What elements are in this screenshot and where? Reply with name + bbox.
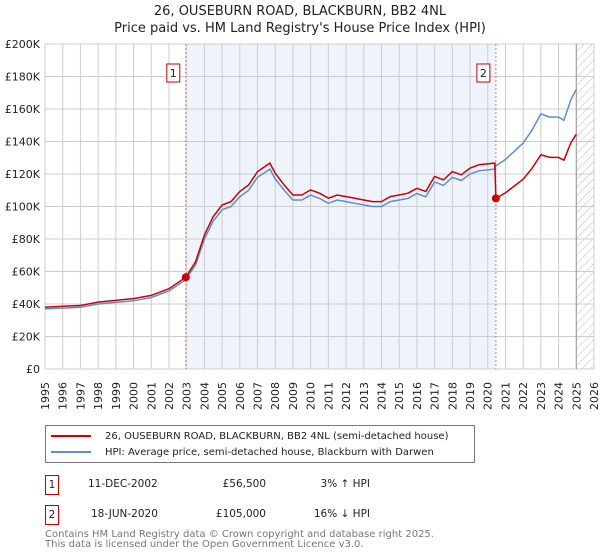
y-tick-label: £160K [5,103,41,116]
legend-swatch-hpi [51,451,91,453]
x-tick-label: 2000 [128,382,141,410]
x-tick-label: 2007 [252,382,265,410]
x-tick-label: 2003 [181,382,194,410]
y-tick-label: £40K [12,298,41,311]
legend-label-hpi: HPI: Average price, semi-detached house,… [105,446,434,458]
y-tick-label: £100K [5,201,41,214]
x-tick-label: 2012 [340,382,353,410]
transaction-badge: 2 [45,505,59,525]
x-tick-label: 2014 [375,382,388,410]
x-tick-label: 2015 [393,382,406,410]
x-tick-label: 2002 [163,382,176,410]
x-tick-label: 1997 [74,382,87,410]
sale-label-box [166,63,181,83]
x-tick-label: 2006 [234,382,247,410]
price-chart: 1995 1996 1997 1998 1999 2000 2001 2002 2003 2004… [5,38,600,410]
x-tick-label: 2020 [482,382,495,410]
x-tick-label: 1996 [57,382,70,410]
y-tick-label: £20K [12,331,41,344]
x-tick-label: 2026 [588,382,600,410]
legend-item-property: 26, OUSEBURN ROAD, BLACKBURN, BB2 4NL (s… [46,428,448,444]
y-tick-label: £120K [5,168,41,181]
x-tick-label: 1998 [92,382,105,410]
sale-point [491,194,500,203]
x-tick-label: 2010 [305,382,318,410]
x-tick-label: 1995 [39,382,52,410]
sale-label-box [476,63,491,83]
transaction-date: 18-JUN-2020 [91,508,158,520]
x-tick-label: 2013 [358,382,371,410]
x-tick-label: 2016 [411,382,424,410]
x-tick-label: 1999 [110,382,123,410]
y-tick-label: £140K [5,136,41,149]
x-tick-label: 2004 [198,382,211,410]
x-tick-label: 2025 [570,382,583,410]
transaction-hpi-diff: 16% ↓ HPI [313,508,370,520]
x-tick-label: 2008 [269,382,282,410]
x-tick-label: 2022 [517,382,530,410]
transaction-hpi-diff: 3% ↑ HPI [320,478,370,490]
x-tick-label: 2021 [499,382,512,410]
y-tick-label: £60K [12,266,41,279]
transaction-price: £105,000 [215,508,266,520]
chart-subtitle: Price paid vs. HM Land Registry's House … [114,21,486,36]
property-price-line [44,133,577,309]
sale-label: 1 [170,67,177,80]
legend-swatch-property [51,435,91,437]
legend-label-property: 26, OUSEBURN ROAD, BLACKBURN, BB2 4NL (s… [105,430,449,442]
y-tick-label: £180K [5,71,41,84]
chart-title: 26, OUSEBURN ROAD, BLACKBURN, BB2 4NL [153,4,447,19]
x-tick-label: 2011 [322,382,335,410]
transaction-price: £56,500 [222,478,266,490]
sale-point [181,273,190,282]
x-tick-label: 2005 [216,382,229,410]
y-tick-label: £80K [12,233,41,246]
x-tick-label: 2009 [287,382,300,410]
footer: Contains HM Land Registry data © Crown c… [45,530,434,550]
x-tick-label: 2024 [553,382,566,410]
legend-item-hpi: HPI: Average price, semi-detached house,… [46,444,434,460]
x-tick-label: 2018 [446,382,459,410]
footer-copyright: Contains HM Land Registry data © Crown c… [45,529,434,540]
hpi-line [44,89,577,310]
y-tick-label: £200K [5,38,41,51]
x-tick-label: 2019 [464,382,477,410]
transaction-badge: 1 [45,475,59,495]
legend: 26, OUSEBURN ROAD, BLACKBURN, BB2 4NL (s… [45,425,475,463]
y-tick-label: £0 [26,363,40,376]
x-tick-label: 2001 [145,382,158,410]
footer-licence: This data is licensed under the Open Gov… [45,539,364,550]
x-tick-label: 2023 [535,382,548,410]
x-tick-label: 2017 [429,382,442,410]
sale-label: 2 [480,67,487,80]
transaction-date: 11-DEC-2002 [88,478,158,490]
